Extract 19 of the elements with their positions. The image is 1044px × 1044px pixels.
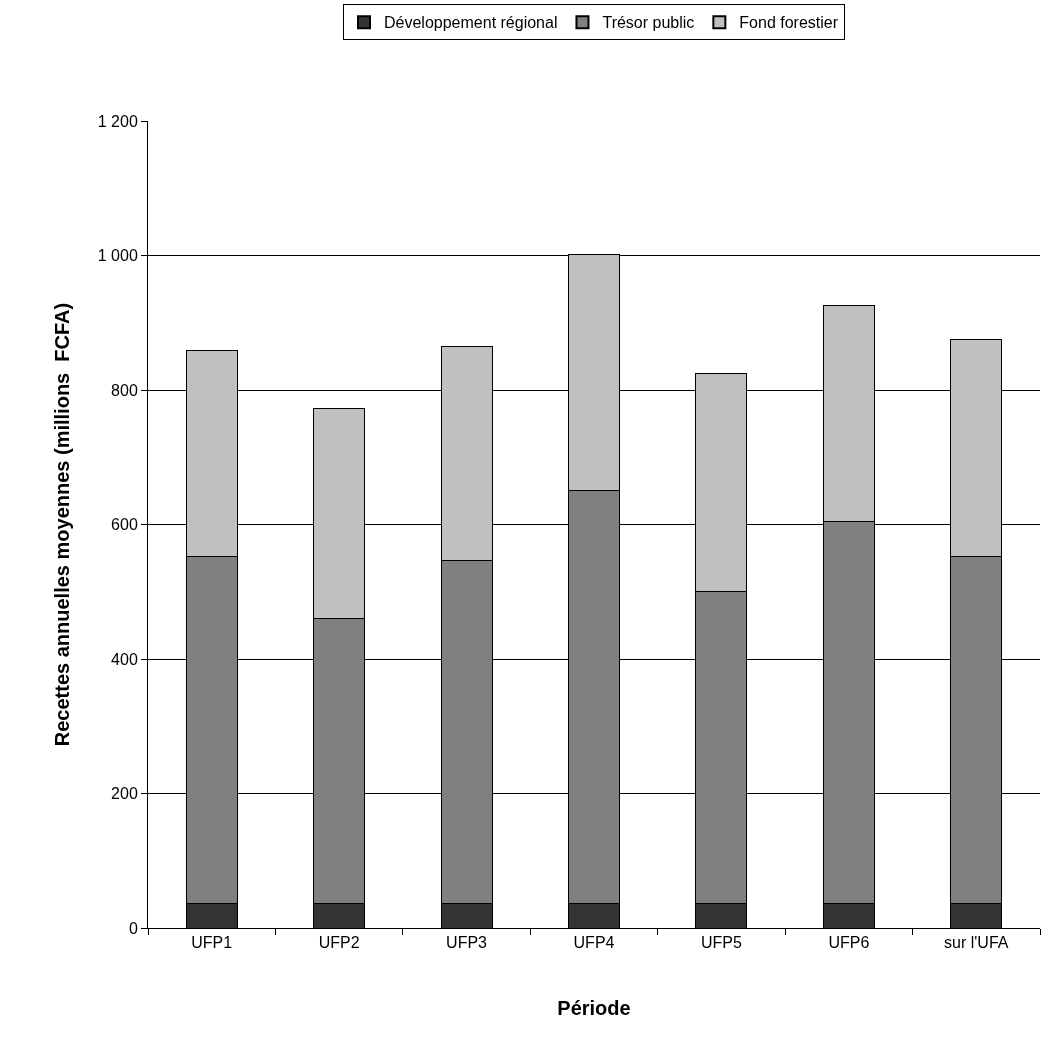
x-axis-title: Période <box>557 996 631 1019</box>
y-tick-label: 1 200 <box>97 112 138 130</box>
y-tick-label: 1 000 <box>97 247 138 265</box>
legend-label: Fond forestier <box>739 14 839 32</box>
x-tick-label: UFP2 <box>318 934 360 952</box>
x-tick-label: sur l'UFA <box>944 934 1009 952</box>
legend-label: Trésor public <box>602 14 695 32</box>
x-tick-label: UFP5 <box>700 934 742 952</box>
x-tick-label: UFP4 <box>573 934 615 952</box>
x-tick-label: UFP3 <box>446 934 488 952</box>
x-tick-label: UFP6 <box>828 934 870 952</box>
x-tick-label: UFP1 <box>191 934 233 952</box>
y-tick-label: 800 <box>111 381 138 399</box>
legend-label: Développement régional <box>384 14 558 32</box>
y-axis-title: Recettes annuelles moyennes (millions FCFA) <box>51 302 74 747</box>
y-tick-label: 0 <box>128 919 138 937</box>
y-tick-label: 400 <box>111 650 138 668</box>
y-tick-label: 600 <box>111 516 138 534</box>
y-tick-label: 200 <box>111 785 138 803</box>
